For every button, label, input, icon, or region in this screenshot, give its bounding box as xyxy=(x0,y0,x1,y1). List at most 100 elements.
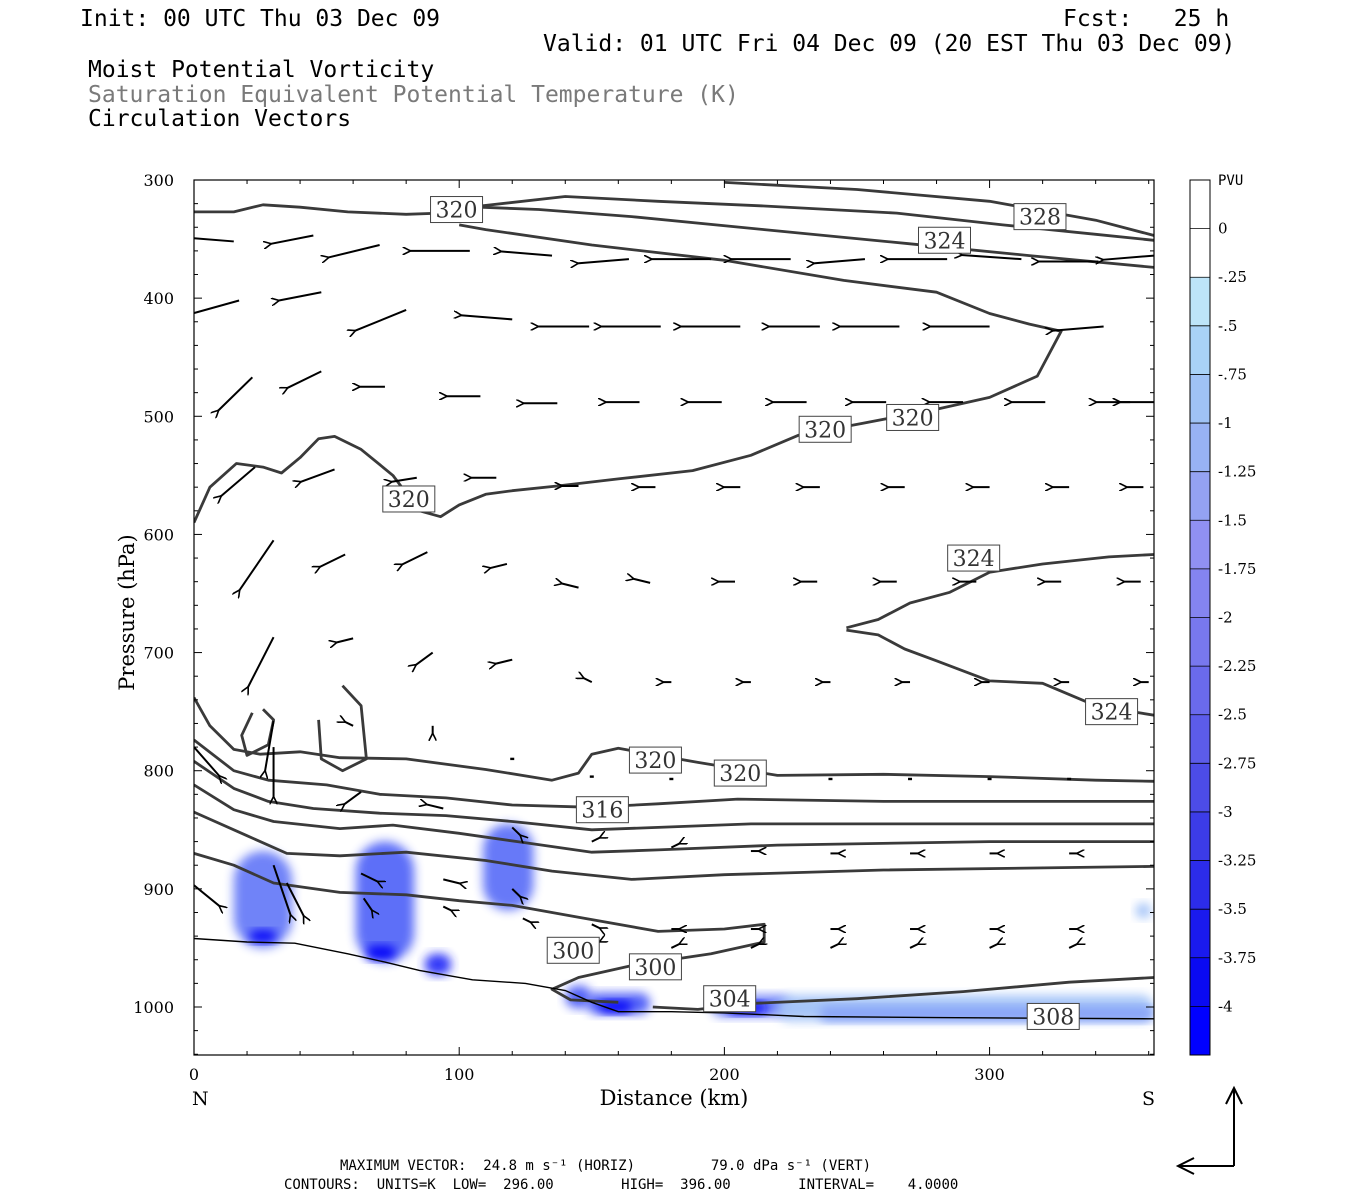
contour-info-note: CONTOURS: UNITS=K LOW= 296.00 HIGH= 396.… xyxy=(284,1177,959,1193)
circulation-vector xyxy=(670,944,680,949)
x-tick-label: 0 xyxy=(189,1065,199,1084)
x-tick-label: 100 xyxy=(444,1065,475,1084)
circulation-vector xyxy=(591,923,601,928)
y-axis-title: Pressure (hPa) xyxy=(115,534,139,690)
circulation-vector xyxy=(345,722,354,727)
colorbar-label: 0 xyxy=(1218,220,1228,238)
y-tick-label: 900 xyxy=(143,880,174,899)
x-tick-label: 300 xyxy=(974,1065,1005,1084)
y-tick-label: 1000 xyxy=(133,998,174,1017)
contour-label-box xyxy=(886,403,940,431)
colorbar-swatch xyxy=(1190,374,1210,424)
contour-label-text: 320 xyxy=(892,406,934,431)
contour-label-box xyxy=(703,985,757,1013)
theta-es-contour xyxy=(194,760,1154,832)
circulation-vector xyxy=(278,291,322,300)
pv-blob xyxy=(424,953,452,976)
circulation-vector xyxy=(248,636,275,687)
circulation-vector xyxy=(1068,944,1078,949)
contour-label-box xyxy=(628,953,682,981)
colorbar-label: -1.25 xyxy=(1218,463,1256,481)
circulation-vector xyxy=(194,746,220,776)
theta-es-contour xyxy=(652,976,1154,1011)
circulation-vector xyxy=(285,882,304,917)
y-tick-label: 800 xyxy=(143,762,174,781)
circulation-vector xyxy=(194,299,240,315)
contour-label-text: 328 xyxy=(1019,206,1061,231)
theta-es-contour xyxy=(846,553,1154,630)
field-title-vectors: Circulation Vectors xyxy=(88,106,352,132)
colorbar-label: -1.5 xyxy=(1218,511,1247,529)
circulation-vector xyxy=(443,878,460,883)
contour-label: 320 xyxy=(713,759,767,787)
theta-es-contours xyxy=(194,181,1154,1020)
contour-label: 324 xyxy=(947,544,1001,572)
circulation-vector xyxy=(360,872,378,881)
circulation-vector xyxy=(813,258,866,263)
theta-es-contour xyxy=(240,708,276,757)
contour-label-text: 316 xyxy=(581,799,623,824)
colorbar-swatch xyxy=(1190,763,1210,813)
contour-label-text: 320 xyxy=(804,418,846,443)
circulation-vector xyxy=(490,562,508,568)
circulation-vector xyxy=(670,843,680,849)
circulation-vector xyxy=(909,944,919,949)
y-tick-label: 500 xyxy=(143,407,174,426)
contour-label-text: 320 xyxy=(388,488,430,513)
north-end-label: N xyxy=(192,1088,209,1110)
contour-label: 320 xyxy=(886,403,940,431)
contour-label-text: 320 xyxy=(634,749,676,774)
colorbar-swatch xyxy=(1190,180,1210,230)
pv-blob xyxy=(366,945,396,960)
circulation-vector xyxy=(495,658,513,664)
circulation-vector xyxy=(830,944,839,949)
plot-frame xyxy=(193,179,1155,1056)
init-time: Init: 00 UTC Thu 03 Dec 09 xyxy=(80,6,441,32)
theta-es-contour xyxy=(194,810,1154,881)
colorbar-label: -1.75 xyxy=(1218,560,1256,578)
y-tick-label: 300 xyxy=(143,171,174,190)
reference-vector-icon xyxy=(1175,1085,1243,1175)
colorbar-label: -3 xyxy=(1218,803,1233,821)
contour-label-text: 324 xyxy=(1091,701,1133,726)
contour-label-text: 300 xyxy=(634,956,676,981)
contour-label-box xyxy=(628,746,682,774)
circulation-vector xyxy=(344,791,362,805)
y-tick-label: 600 xyxy=(143,525,174,544)
contour-label: 304 xyxy=(703,985,757,1013)
contour-label-text: 304 xyxy=(709,988,751,1013)
contour-label-text: 320 xyxy=(436,199,478,224)
contour-label-box xyxy=(947,544,1001,572)
contour-label-text: 324 xyxy=(923,229,965,254)
pv-blob xyxy=(483,823,534,911)
circulation-vector xyxy=(522,917,532,922)
circulation-vector xyxy=(415,651,434,666)
theta-es-contour xyxy=(480,195,1154,242)
circulation-vector xyxy=(750,944,760,949)
circulation-vector xyxy=(336,637,354,642)
colorbar-label: -3.5 xyxy=(1218,900,1247,918)
circulation-vector xyxy=(561,583,579,589)
contour-label-box xyxy=(430,196,484,224)
colorbar-label: -4 xyxy=(1218,997,1233,1015)
circulation-vector xyxy=(591,837,601,843)
y-tick-label: 700 xyxy=(143,644,174,663)
colorbar-label: -3.75 xyxy=(1218,949,1256,967)
circulation-vector xyxy=(319,553,346,568)
pv-blob xyxy=(1135,903,1152,919)
colorbar-label: -.5 xyxy=(1218,317,1237,335)
circulation-vector xyxy=(442,905,452,911)
contour-label-text: 320 xyxy=(719,762,761,787)
colorbar-swatch xyxy=(1190,568,1210,618)
contour-label: 320 xyxy=(798,415,852,443)
ground-surface-line xyxy=(194,937,1154,1020)
circulation-vector xyxy=(287,370,322,388)
colorbar-swatch xyxy=(1190,666,1210,716)
colorbar-swatch xyxy=(1190,471,1210,521)
circulation-vector xyxy=(265,720,275,771)
circulation-vector xyxy=(577,258,629,263)
colorbar-label: -1 xyxy=(1218,414,1233,432)
contour-label-box xyxy=(546,936,600,964)
theta-es-contour xyxy=(724,181,1154,237)
